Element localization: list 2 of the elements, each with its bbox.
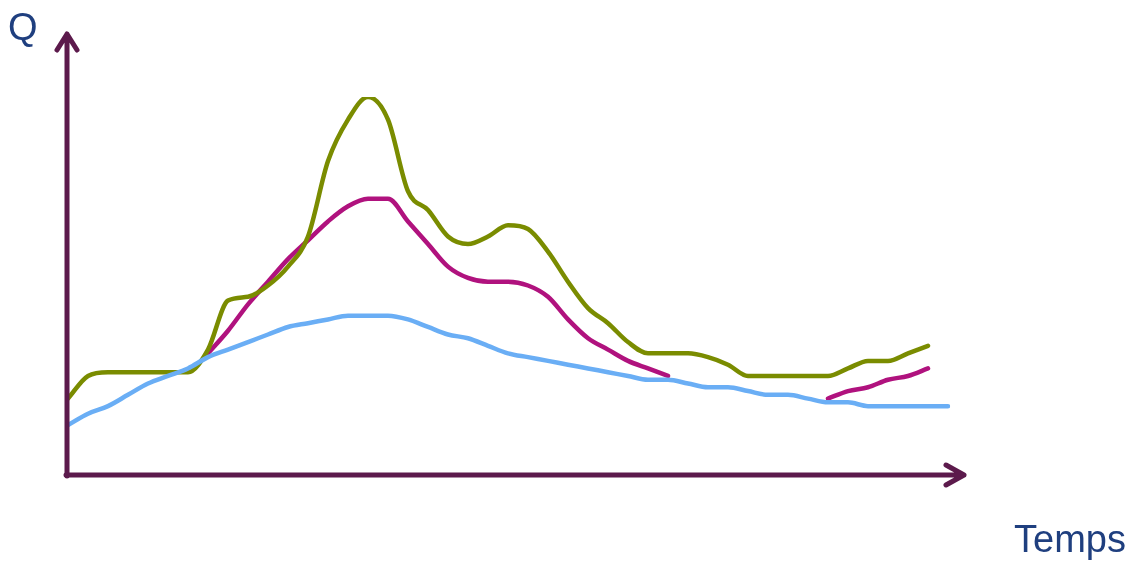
x-axis-title: Temps — [1014, 518, 1126, 560]
y-axis-title: Q — [8, 6, 38, 48]
